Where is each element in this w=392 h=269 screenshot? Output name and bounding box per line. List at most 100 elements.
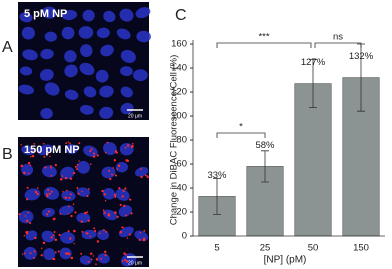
particle xyxy=(126,144,130,147)
particle xyxy=(25,231,28,234)
nucleus xyxy=(120,86,133,98)
nucleus xyxy=(41,6,57,19)
particle xyxy=(64,252,68,255)
particle xyxy=(26,186,29,189)
particle xyxy=(105,230,108,233)
value-label: 33% xyxy=(207,170,227,181)
nucleus xyxy=(100,44,114,57)
particle xyxy=(52,234,55,237)
panel-label: 5 pM NP xyxy=(24,8,67,20)
x-tick-label: 150 xyxy=(353,243,369,254)
particle xyxy=(31,154,35,158)
particle xyxy=(86,232,89,235)
panel-letter: A xyxy=(2,39,13,56)
particle xyxy=(106,141,109,144)
particle xyxy=(36,187,39,189)
y-tick-label: 80 xyxy=(176,135,187,146)
particle xyxy=(46,195,49,198)
particle xyxy=(123,252,126,255)
particle xyxy=(27,211,29,214)
particle xyxy=(27,172,30,175)
nucleus xyxy=(60,231,76,244)
nucleus xyxy=(115,188,130,201)
x-tick-label: 50 xyxy=(308,243,319,254)
particle xyxy=(131,143,134,145)
x-axis-label: [NP] (pM) xyxy=(264,255,307,266)
nucleus xyxy=(102,188,116,200)
particle xyxy=(81,230,84,233)
particle xyxy=(111,173,114,176)
nucleus xyxy=(64,64,78,78)
particle xyxy=(80,252,83,255)
particle xyxy=(65,189,68,192)
axes xyxy=(192,40,385,237)
particle xyxy=(122,189,125,192)
particle xyxy=(143,229,146,232)
particle xyxy=(74,165,77,168)
particle xyxy=(92,255,95,257)
particle xyxy=(93,229,97,233)
nucleus xyxy=(133,69,148,82)
particle xyxy=(96,240,100,243)
particle xyxy=(104,250,107,254)
nucleus xyxy=(76,212,91,223)
nucleus xyxy=(103,10,116,23)
particle xyxy=(72,148,75,151)
particle xyxy=(89,163,92,165)
particle xyxy=(130,145,133,149)
particle xyxy=(87,188,90,190)
particle xyxy=(100,257,103,260)
nucleus xyxy=(80,104,94,115)
particle xyxy=(46,213,48,216)
particle xyxy=(57,250,60,253)
particle xyxy=(68,205,70,208)
error-bar xyxy=(261,150,269,183)
panel-label: 150 pM NP xyxy=(24,144,80,156)
particle xyxy=(86,211,89,213)
particle xyxy=(48,192,51,196)
image-background xyxy=(18,137,149,267)
particle xyxy=(48,210,51,213)
particle xyxy=(29,164,32,167)
particle xyxy=(118,187,121,190)
particle xyxy=(64,176,68,180)
nucleus xyxy=(19,12,33,23)
particle xyxy=(117,164,121,168)
particle xyxy=(68,237,72,240)
particle xyxy=(80,220,83,223)
nucleus xyxy=(76,160,90,174)
particle xyxy=(72,171,76,175)
particle xyxy=(54,238,58,242)
significance-bracket xyxy=(314,42,362,48)
y-tick-label: 160 xyxy=(171,39,187,50)
particle xyxy=(112,167,115,169)
particle xyxy=(126,237,129,239)
particle xyxy=(99,232,101,235)
nucleus xyxy=(78,26,94,39)
particle xyxy=(59,212,62,215)
particle xyxy=(69,193,72,196)
particle xyxy=(61,175,64,177)
particle xyxy=(73,242,75,245)
particle xyxy=(121,260,124,262)
value-label: 127% xyxy=(301,57,326,68)
particle xyxy=(39,151,42,154)
particle xyxy=(40,254,43,257)
particle xyxy=(142,238,146,242)
particle xyxy=(123,258,127,261)
nucleus xyxy=(79,62,95,76)
particle xyxy=(102,209,105,212)
particle xyxy=(81,190,83,193)
particle xyxy=(114,174,117,177)
particle xyxy=(109,177,112,181)
particle xyxy=(23,234,26,237)
particle xyxy=(119,203,122,207)
particle xyxy=(49,155,51,158)
particle xyxy=(103,193,106,196)
particle xyxy=(66,252,70,255)
nucleus xyxy=(44,82,60,96)
nucleus xyxy=(60,166,75,180)
nucleus xyxy=(61,10,78,21)
particle xyxy=(62,190,64,193)
particle xyxy=(76,163,79,166)
